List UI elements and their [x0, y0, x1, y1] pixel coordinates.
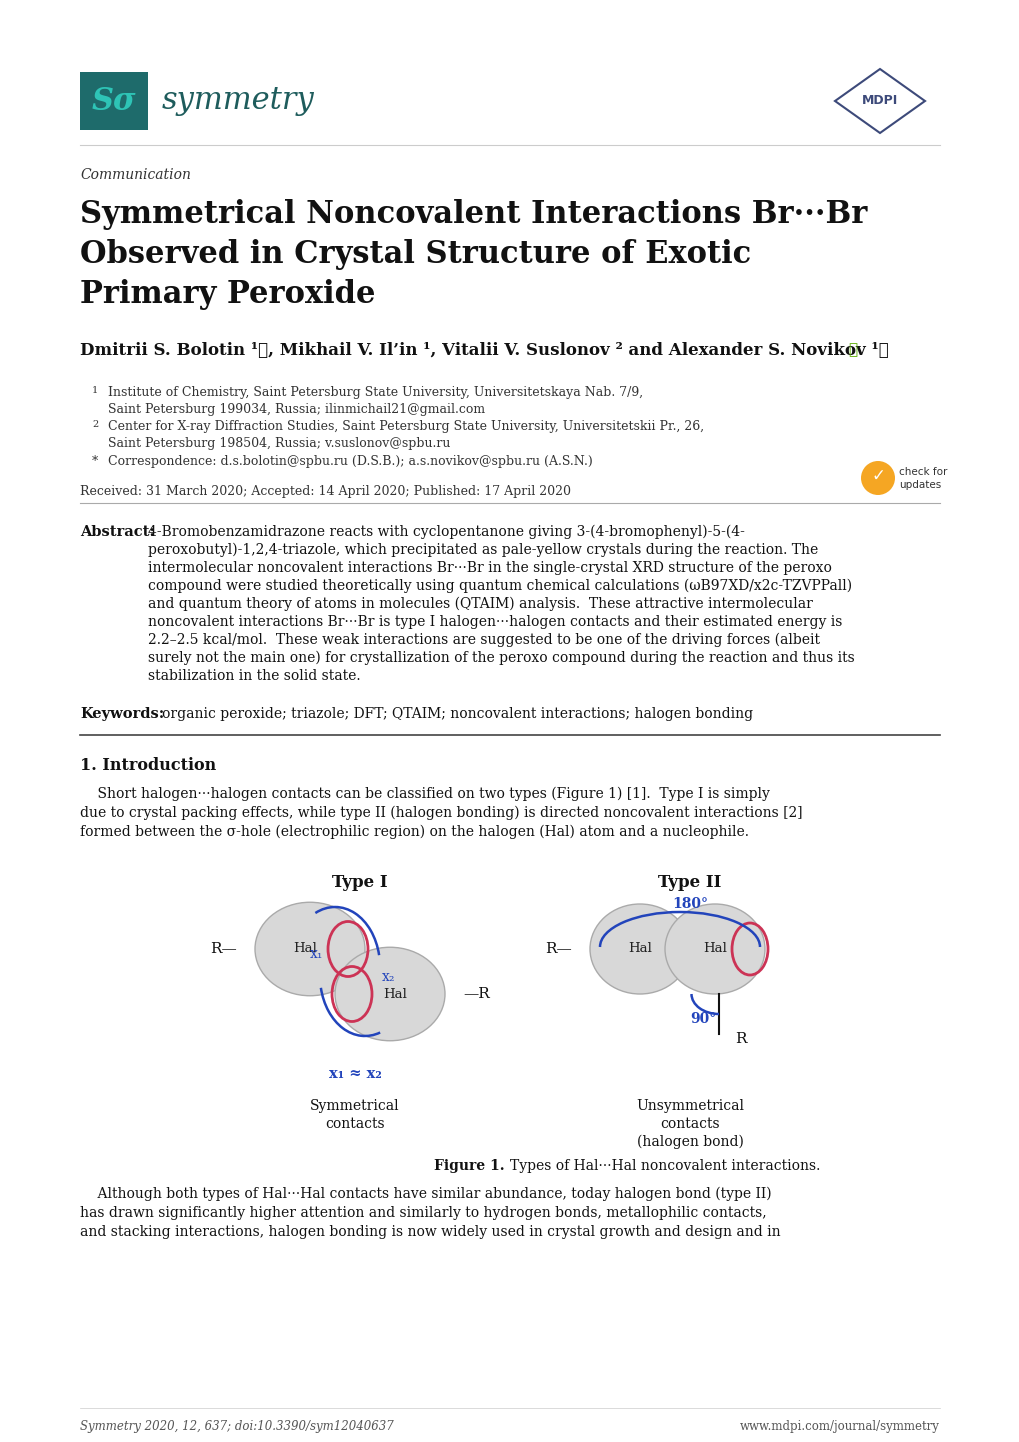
- Text: Saint Petersburg 198504, Russia; v.suslonov@spbu.ru: Saint Petersburg 198504, Russia; v.suslo…: [108, 437, 450, 450]
- Text: Hal: Hal: [628, 943, 651, 956]
- Text: Symmetry 2020, 12, 637; doi:10.3390/sym12040637: Symmetry 2020, 12, 637; doi:10.3390/sym1…: [79, 1420, 393, 1433]
- Text: check for: check for: [898, 467, 947, 477]
- Text: Short halogen···halogen contacts can be classified on two types (Figure 1) [1]. : Short halogen···halogen contacts can be …: [79, 787, 769, 802]
- Text: organic peroxide; triazole; DFT; QTAIM; noncovalent interactions; halogen bondin: organic peroxide; triazole; DFT; QTAIM; …: [162, 707, 752, 721]
- Text: Sσ: Sσ: [92, 85, 137, 117]
- Text: Symmetrical Noncovalent Interactions Br···Br: Symmetrical Noncovalent Interactions Br·…: [79, 199, 866, 231]
- Text: Figure 1.: Figure 1.: [434, 1159, 510, 1172]
- Text: Keywords:: Keywords:: [79, 707, 164, 721]
- Text: 180°: 180°: [672, 897, 707, 911]
- Text: R—: R—: [210, 942, 236, 956]
- Text: and quantum theory of atoms in molecules (QTAIM) analysis.  These attractive int: and quantum theory of atoms in molecules…: [148, 597, 812, 611]
- Text: Although both types of Hal···Hal contacts have similar abundance, today halogen : Although both types of Hal···Hal contact…: [79, 1187, 770, 1201]
- Text: Unsymmetrical: Unsymmetrical: [636, 1099, 743, 1113]
- Text: Institute of Chemistry, Saint Petersburg State University, Universitetskaya Nab.: Institute of Chemistry, Saint Petersburg…: [108, 386, 643, 399]
- Ellipse shape: [664, 904, 764, 994]
- Text: contacts: contacts: [325, 1118, 384, 1131]
- Text: Communication: Communication: [79, 169, 191, 182]
- Text: noncovalent interactions Br···Br is type I halogen···halogen contacts and their : noncovalent interactions Br···Br is type…: [148, 614, 842, 629]
- Text: stabilization in the solid state.: stabilization in the solid state.: [148, 669, 361, 684]
- Text: has drawn significantly higher attention and similarly to hydrogen bonds, metall: has drawn significantly higher attention…: [79, 1206, 766, 1220]
- Circle shape: [860, 461, 894, 495]
- Text: Correspondence: d.s.bolotin@spbu.ru (D.S.B.); a.s.novikov@spbu.ru (A.S.N.): Correspondence: d.s.bolotin@spbu.ru (D.S…: [108, 456, 592, 469]
- Text: *: *: [92, 456, 98, 469]
- Text: x₁: x₁: [310, 947, 323, 960]
- Ellipse shape: [255, 903, 365, 996]
- Text: 2.2–2.5 kcal/mol.  These weak interactions are suggested to be one of the drivin: 2.2–2.5 kcal/mol. These weak interaction…: [148, 633, 819, 647]
- Text: (halogen bond): (halogen bond): [636, 1135, 743, 1149]
- Text: x₁ ≈ x₂: x₁ ≈ x₂: [328, 1067, 381, 1082]
- Text: Received: 31 March 2020; Accepted: 14 April 2020; Published: 17 April 2020: Received: 31 March 2020; Accepted: 14 Ap…: [79, 485, 571, 497]
- Text: surely not the main one) for crystallization of the peroxo compound during the r: surely not the main one) for crystalliza…: [148, 650, 854, 665]
- Text: formed between the σ-hole (electrophilic region) on the halogen (Hal) atom and a: formed between the σ-hole (electrophilic…: [79, 825, 748, 839]
- Text: Abstract:: Abstract:: [79, 525, 155, 539]
- Text: R: R: [735, 1032, 746, 1045]
- Text: contacts: contacts: [659, 1118, 719, 1131]
- Ellipse shape: [334, 947, 444, 1041]
- Text: Hal: Hal: [702, 943, 727, 956]
- Text: www.mdpi.com/journal/symmetry: www.mdpi.com/journal/symmetry: [740, 1420, 940, 1433]
- Text: 1. Introduction: 1. Introduction: [79, 757, 216, 774]
- Text: updates: updates: [898, 480, 941, 490]
- Text: Primary Peroxide: Primary Peroxide: [79, 280, 375, 310]
- FancyBboxPatch shape: [79, 72, 148, 130]
- Text: Hal: Hal: [292, 943, 317, 956]
- Text: R—: R—: [545, 942, 572, 956]
- Text: due to crystal packing effects, while type II (halogen bonding) is directed nonc: due to crystal packing effects, while ty…: [79, 806, 802, 820]
- Text: MDPI: MDPI: [861, 95, 898, 108]
- Text: 90°: 90°: [689, 1012, 715, 1027]
- Text: Types of Hal···Hal noncovalent interactions.: Types of Hal···Hal noncovalent interacti…: [510, 1159, 819, 1172]
- Text: —R: —R: [463, 986, 489, 1001]
- Polygon shape: [835, 69, 924, 133]
- Text: Symmetrical: Symmetrical: [310, 1099, 399, 1113]
- Text: ⓘ: ⓘ: [847, 343, 856, 358]
- Text: Observed in Crystal Structure of Exotic: Observed in Crystal Structure of Exotic: [79, 239, 751, 271]
- Text: x₂: x₂: [382, 970, 395, 983]
- Text: symmetry: symmetry: [162, 85, 315, 117]
- Text: Center for X-ray Diffraction Studies, Saint Petersburg State University, Univers: Center for X-ray Diffraction Studies, Sa…: [108, 420, 703, 433]
- Text: peroxobutyl)-1,2,4-triazole, which precipitated as pale-yellow crystals during t: peroxobutyl)-1,2,4-triazole, which preci…: [148, 544, 817, 558]
- Ellipse shape: [589, 904, 689, 994]
- Text: Type II: Type II: [657, 874, 721, 891]
- Text: ✓: ✓: [870, 467, 884, 485]
- Text: 2: 2: [92, 420, 98, 430]
- Text: Saint Petersburg 199034, Russia; ilinmichail21@gmail.com: Saint Petersburg 199034, Russia; ilinmic…: [108, 402, 485, 415]
- Text: compound were studied theoretically using quantum chemical calculations (ωB97XD/: compound were studied theoretically usin…: [148, 580, 851, 594]
- Text: Hal: Hal: [383, 988, 407, 1001]
- Text: intermolecular noncovalent interactions Br···Br in the single-crystal XRD struct: intermolecular noncovalent interactions …: [148, 561, 832, 575]
- Text: Type I: Type I: [332, 874, 387, 891]
- Text: and stacking interactions, halogen bonding is now widely used in crystal growth : and stacking interactions, halogen bondi…: [79, 1226, 780, 1239]
- Text: 1: 1: [92, 386, 98, 395]
- Text: Dmitrii S. Bolotin ¹⋆, Mikhail V. Il’in ¹, Vitalii V. Suslonov ² and Alexander S: Dmitrii S. Bolotin ¹⋆, Mikhail V. Il’in …: [79, 342, 888, 359]
- Text: 4-Bromobenzamidrazone reacts with cyclopentanone giving 3-(4-bromophenyl)-5-(4-: 4-Bromobenzamidrazone reacts with cyclop…: [148, 525, 744, 539]
